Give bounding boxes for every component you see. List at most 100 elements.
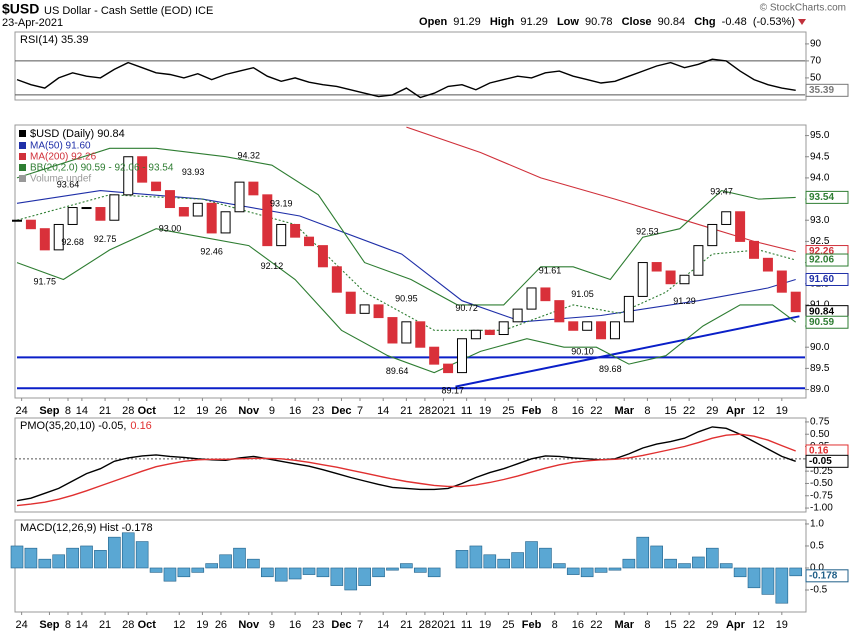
value-marker-box bbox=[805, 315, 849, 329]
x-tick-label: 28 bbox=[122, 619, 134, 631]
x-tick-label: 14 bbox=[377, 405, 389, 417]
x-tick-label: Dec bbox=[331, 405, 351, 417]
histogram-bar bbox=[733, 567, 747, 578]
histogram-bar bbox=[789, 567, 803, 577]
x-tick-label: 28 bbox=[122, 405, 134, 417]
value-marker-label: 35.39 bbox=[809, 85, 834, 96]
candle bbox=[721, 211, 732, 225]
y-tick-label: 0.0 bbox=[810, 563, 824, 574]
candle bbox=[790, 291, 801, 313]
histogram-bar bbox=[511, 552, 524, 569]
y-tick-label: 93.0 bbox=[810, 215, 830, 226]
x-tick-label: 8 bbox=[644, 405, 650, 417]
histogram-bar bbox=[261, 567, 274, 578]
legend-swatch bbox=[19, 153, 26, 160]
histogram-bar bbox=[705, 547, 719, 569]
histogram-bar bbox=[761, 567, 775, 595]
legend-label: PMO(35,20,10) -0.05, bbox=[20, 420, 126, 432]
histogram-bar bbox=[330, 567, 344, 586]
histogram-bar bbox=[719, 563, 733, 569]
histogram-bar bbox=[80, 545, 93, 569]
value-marker-label: 90.59 bbox=[809, 317, 834, 328]
histogram-bar bbox=[52, 554, 66, 569]
histogram-bar bbox=[149, 567, 163, 573]
x-tick-label: 23 bbox=[312, 405, 324, 417]
x-tick-label: 28 bbox=[419, 619, 431, 631]
x-tick-label: 22 bbox=[590, 619, 602, 631]
candle bbox=[415, 321, 426, 348]
histogram-bar bbox=[10, 545, 24, 569]
y-tick-label: 91.0 bbox=[810, 300, 830, 311]
legend-label: BB(20,2.0) 90.59 - 92.06 - 93.54 bbox=[30, 163, 174, 174]
y-tick-label: 95.0 bbox=[810, 130, 830, 141]
histogram-bar bbox=[135, 541, 149, 569]
y-tick-label: -0.25 bbox=[810, 466, 833, 477]
candle bbox=[526, 287, 537, 310]
x-tick-label: 21 bbox=[99, 619, 111, 631]
histogram-bar bbox=[219, 554, 232, 569]
x-tick-label: 22 bbox=[683, 405, 695, 417]
x-tick-label: 11 bbox=[461, 619, 472, 631]
quote-label: Low bbox=[557, 16, 579, 28]
x-tick-label: 19 bbox=[479, 619, 491, 631]
x-tick-label: 8 bbox=[552, 405, 558, 417]
candle bbox=[582, 321, 593, 331]
price-annotation: 92.68 bbox=[61, 237, 84, 247]
y-tick-label: 50 bbox=[810, 73, 822, 84]
candle bbox=[151, 181, 162, 192]
y-tick-label: -1.00 bbox=[810, 503, 833, 514]
x-tick-label: 23 bbox=[312, 619, 324, 631]
price-annotation: 91.05 bbox=[571, 289, 594, 299]
x-tick-label: 19 bbox=[479, 405, 491, 417]
candle bbox=[749, 240, 760, 259]
overlay-line bbox=[16, 194, 796, 331]
x-tick-label: 25 bbox=[502, 405, 514, 417]
candle bbox=[651, 262, 662, 272]
x-tick-label: 14 bbox=[76, 619, 88, 631]
candle bbox=[679, 274, 690, 285]
candle bbox=[304, 236, 315, 247]
candle bbox=[164, 190, 175, 209]
histogram-bar bbox=[358, 567, 371, 586]
histogram-bar bbox=[539, 547, 552, 569]
price-annotation: 89.17 bbox=[441, 386, 464, 396]
x-tick-label: 14 bbox=[76, 405, 88, 417]
histogram-bar bbox=[678, 563, 691, 569]
x-tick-label: 15 bbox=[664, 619, 676, 631]
series-line bbox=[16, 426, 796, 502]
histogram-bar bbox=[525, 541, 538, 569]
price-annotation: 91.75 bbox=[34, 277, 57, 287]
price-annotation: 93.19 bbox=[270, 199, 293, 209]
trendline bbox=[455, 315, 800, 388]
candle bbox=[123, 156, 134, 196]
candle bbox=[81, 207, 92, 210]
candle bbox=[498, 321, 509, 336]
candle bbox=[429, 346, 440, 365]
histogram-bar bbox=[497, 558, 511, 569]
y-tick-label: 89.5 bbox=[810, 363, 830, 374]
x-tick-label: 7 bbox=[357, 405, 363, 417]
x-tick-label: 2021 bbox=[431, 405, 455, 417]
value-marker-box bbox=[805, 253, 849, 267]
candle bbox=[25, 219, 36, 230]
histogram-bar bbox=[664, 558, 677, 569]
candle bbox=[192, 202, 203, 217]
y-tick-label: -0.75 bbox=[810, 490, 833, 501]
candle bbox=[206, 202, 217, 234]
histogram-bar bbox=[344, 567, 358, 591]
x-tick-label: Dec bbox=[331, 619, 351, 631]
histogram-bar bbox=[205, 563, 218, 569]
legend-label: MA(50) 91.60 bbox=[30, 141, 91, 152]
value-marker-label: -0.05 bbox=[809, 456, 832, 467]
legend-label: MACD(12,26,9) Hist -0.178 bbox=[20, 522, 153, 534]
series-line bbox=[16, 58, 796, 99]
quote-label: Chg bbox=[694, 16, 715, 28]
price-annotation: 90.10 bbox=[571, 346, 594, 356]
legend-swatch bbox=[19, 175, 26, 182]
candle bbox=[276, 223, 287, 247]
x-tick-label: 22 bbox=[683, 619, 695, 631]
candle bbox=[137, 156, 148, 183]
price-annotation: 93.64 bbox=[57, 180, 80, 190]
price-annotation: 90.72 bbox=[455, 303, 478, 313]
